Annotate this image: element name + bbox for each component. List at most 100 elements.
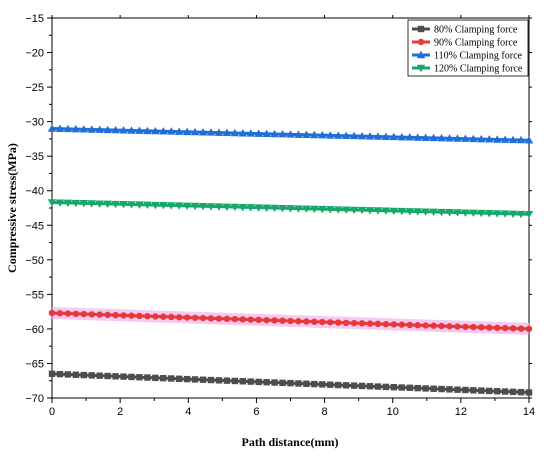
data-point [397, 207, 406, 216]
legend-label: 110% Clamping force [434, 51, 523, 62]
data-point [159, 202, 168, 210]
data-point [230, 203, 240, 212]
data-point [438, 385, 445, 393]
data-point [111, 125, 120, 134]
data-point [342, 382, 350, 389]
data-point [271, 317, 278, 324]
data-point [168, 375, 175, 382]
data-point [222, 203, 232, 211]
data-point [461, 209, 470, 217]
data-point [334, 131, 343, 139]
data-point [279, 317, 286, 324]
data-point [462, 386, 469, 394]
y-axis-title: Compressive stress(MPa) [5, 143, 19, 273]
data-point [87, 125, 96, 133]
series-120-clamping-force [47, 199, 534, 219]
data-point [230, 128, 240, 137]
data-point [64, 310, 72, 317]
data-point [335, 319, 342, 326]
data-point [287, 317, 294, 325]
data-point [262, 204, 271, 212]
data-point [176, 314, 183, 321]
data-point [104, 372, 111, 380]
data-point [349, 131, 359, 140]
data-point [486, 324, 493, 331]
data-point [398, 321, 405, 328]
data-point [414, 384, 421, 392]
data-point [508, 135, 518, 144]
data-point [175, 127, 184, 135]
data-point [278, 130, 287, 138]
data-point [286, 130, 295, 138]
data-point [143, 126, 152, 135]
data-point [247, 316, 254, 323]
data-point [517, 388, 525, 396]
data-point [144, 312, 151, 320]
data-point [389, 132, 399, 141]
data-point [214, 203, 224, 211]
data-point [454, 386, 461, 393]
legend: 80% Clamping force 90% Clamping force 110%… [407, 19, 529, 77]
data-point [79, 125, 88, 133]
data-point [358, 382, 366, 390]
data-point [206, 128, 216, 136]
data-point [254, 129, 263, 137]
data-point [319, 318, 326, 326]
y-tick-label: −50 [25, 255, 44, 267]
data-point [525, 389, 533, 396]
data-point [96, 372, 103, 379]
data-point [191, 314, 199, 321]
data-point [87, 200, 96, 208]
data-point [104, 311, 111, 319]
data-point [509, 388, 517, 396]
y-tick-label: −45 [25, 220, 44, 232]
data-point [494, 388, 501, 395]
data-point [373, 132, 383, 140]
data-point [198, 202, 208, 211]
data-point [374, 383, 382, 390]
data-point [429, 208, 438, 217]
data-point [413, 133, 422, 141]
data-point [470, 387, 477, 394]
data-point [48, 309, 56, 317]
data-point [103, 125, 112, 134]
data-point [255, 316, 262, 324]
data-point [151, 201, 160, 210]
data-point [72, 371, 80, 378]
data-point [485, 210, 494, 218]
data-point [294, 205, 303, 213]
data-point [80, 310, 88, 318]
data-point [454, 323, 461, 330]
data-point [214, 128, 224, 136]
data-point [438, 322, 445, 330]
data-point [55, 199, 65, 207]
data-point [112, 373, 119, 380]
data-point [342, 319, 350, 327]
data-point [167, 127, 176, 135]
data-point [143, 201, 152, 210]
series-80-clamping-force [48, 370, 533, 396]
data-point [311, 380, 318, 388]
data-point [302, 130, 311, 139]
data-point [159, 127, 168, 135]
data-point [485, 135, 494, 143]
data-point [176, 375, 183, 382]
data-point [478, 324, 485, 331]
data-point [417, 38, 425, 46]
y-tick-label: −65 [25, 358, 44, 370]
data-point [127, 201, 136, 209]
data-point [191, 376, 199, 383]
data-point [95, 125, 104, 133]
data-point [406, 321, 413, 329]
data-point [56, 370, 64, 378]
data-point [294, 130, 303, 138]
data-point [416, 50, 426, 59]
data-point [182, 127, 192, 136]
data-point [127, 126, 136, 134]
data-point [477, 134, 486, 143]
data-point [501, 388, 509, 395]
data-point [238, 129, 247, 137]
data-point [524, 136, 534, 144]
